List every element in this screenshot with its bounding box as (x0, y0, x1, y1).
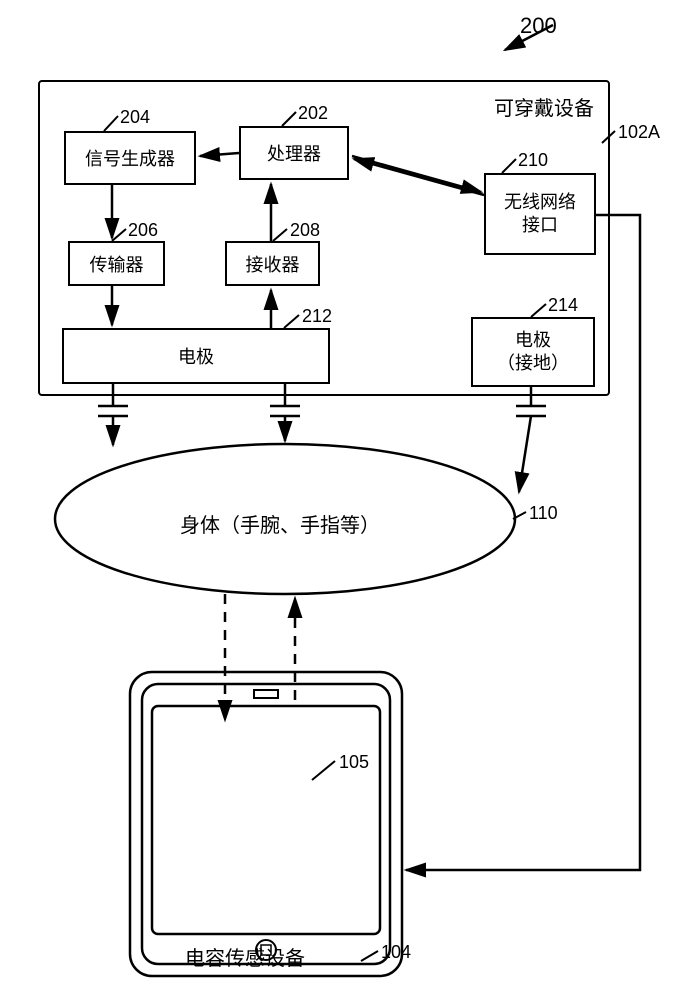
processor-ref: 202 (298, 103, 328, 124)
electrode-ref: 212 (302, 306, 332, 327)
electrode-ground-block: 电极 （接地） (471, 317, 595, 387)
transmitter-ref: 206 (128, 220, 158, 241)
wireless-ref: 210 (518, 150, 548, 171)
wearable-ref: 102A (618, 122, 660, 143)
body-ref: 110 (529, 503, 558, 524)
receiver-block: 接收器 (225, 241, 320, 286)
wireless-block: 无线网络 接口 (484, 173, 596, 255)
body-label: 身体（手腕、手指等） (180, 509, 380, 538)
processor-block: 处理器 (239, 126, 349, 180)
receiver-ref: 208 (290, 220, 320, 241)
device-ref: 104 (381, 942, 411, 963)
electrode-block: 电极 (62, 328, 330, 384)
figure-ref: 200 (520, 13, 557, 39)
transmitter-block: 传输器 (68, 241, 165, 286)
signal-generator-ref: 204 (120, 107, 150, 128)
wearable-title: 可穿戴设备 (494, 92, 594, 121)
screen-ref: 105 (339, 752, 369, 773)
device-label: 电容传感设备 (185, 942, 305, 971)
signal-generator-block: 信号生成器 (64, 131, 196, 185)
electrode-ground-ref: 214 (548, 295, 578, 316)
